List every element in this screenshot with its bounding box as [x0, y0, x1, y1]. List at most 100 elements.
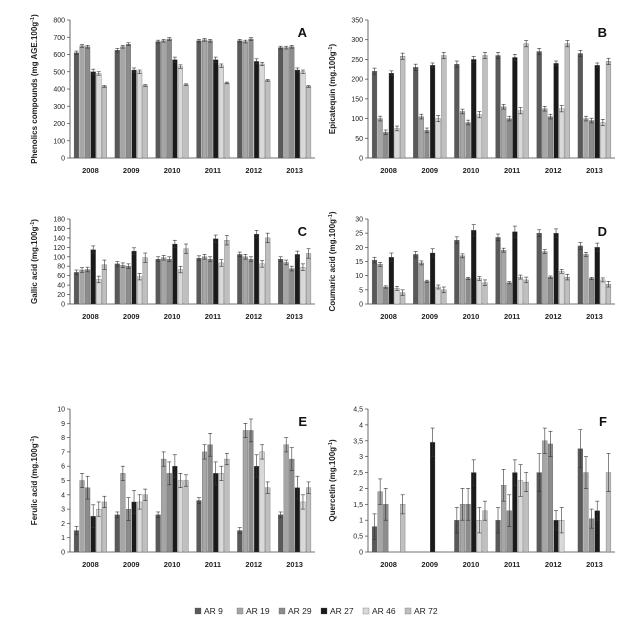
bar-ar46	[218, 65, 224, 159]
bar-ar29	[248, 38, 254, 159]
x-category-label: 2011	[205, 312, 221, 321]
bar-ar29	[248, 258, 254, 305]
y-tick-label: 80	[57, 264, 65, 271]
bar-ar27	[471, 230, 477, 305]
y-tick-label: 20	[355, 245, 363, 252]
bar-ar29	[166, 473, 172, 553]
bar-ar9	[196, 258, 202, 305]
x-category-label: 2012	[245, 560, 262, 569]
panel-label: E	[298, 414, 307, 429]
bar-ar27	[172, 59, 178, 159]
bar-ar9	[114, 514, 120, 553]
bar-ar9	[495, 55, 501, 159]
legend-swatch	[404, 607, 412, 615]
bar-ar72	[441, 55, 447, 159]
bar-ar19	[418, 116, 424, 159]
bar-ar72	[183, 84, 189, 159]
bar-ar19	[161, 257, 167, 305]
bar-ar9	[155, 258, 161, 305]
legend-label: AR 72	[414, 606, 438, 616]
bar-ar27	[294, 69, 300, 159]
bar-ar27	[429, 65, 436, 159]
bar-ar46	[137, 71, 143, 159]
y-tick-label: 10	[355, 273, 363, 280]
y-tick-label: 120	[53, 245, 65, 252]
y-tick-label: 25	[355, 231, 363, 238]
y-tick-label: 160	[53, 226, 65, 233]
y-tick-label: 0	[61, 156, 65, 163]
x-category-label: 2013	[286, 166, 303, 175]
y-tick-label: 2,5	[353, 470, 363, 477]
y-tick-label: 140	[53, 235, 65, 242]
x-category-label: 2010	[463, 560, 480, 569]
bar-ar9	[577, 245, 583, 305]
y-tick-label: 40	[57, 283, 65, 290]
bar-ar19	[583, 254, 589, 305]
x-category-label: 2013	[586, 312, 603, 321]
bar-ar19	[501, 250, 507, 305]
bar-ar9	[73, 272, 80, 305]
bar-ar27	[253, 466, 260, 553]
x-category-label: 2012	[545, 166, 562, 175]
bar-ar29	[547, 443, 553, 553]
y-tick-label: 6	[61, 464, 65, 471]
bar-ar19	[161, 40, 167, 159]
bar-ar27	[172, 466, 178, 553]
x-category-label: 2009	[123, 312, 140, 321]
x-category-label: 2011	[205, 166, 221, 175]
y-tick-label: 0	[359, 302, 363, 309]
x-category-label: 2009	[123, 166, 140, 175]
bar-ar19	[283, 444, 289, 553]
chart-panel-f: 0 0,5 1 1,5 2 2,5 3 3,5 4 4,5 Quercetin (mg.100g-1…	[328, 407, 615, 569]
bar-ar19	[459, 111, 466, 159]
bar-ar29	[125, 266, 131, 305]
bar-ar9	[278, 514, 284, 553]
bar-ar29	[383, 286, 389, 305]
bar-ar29	[207, 40, 213, 159]
bar-ar27	[429, 252, 436, 305]
bar-ar72	[142, 257, 148, 305]
bar-ar29	[589, 120, 595, 159]
bar-ar29	[166, 258, 172, 305]
y-tick-label: 100	[53, 254, 65, 261]
bar-ar19	[161, 458, 167, 553]
bar-ar72	[523, 43, 529, 159]
legend-label: AR 19	[246, 606, 270, 616]
legend-swatch	[362, 607, 370, 615]
bar-ar9	[413, 67, 419, 159]
y-axis-title: Gallic acid (mg.100g-1)	[30, 219, 39, 304]
y-tick-label: 300	[351, 37, 363, 44]
bar-ar29	[289, 46, 295, 159]
bar-ar27	[429, 442, 436, 553]
bar-ar19	[242, 430, 248, 553]
bar-ar46	[137, 501, 143, 553]
bar-ar19	[418, 262, 424, 305]
y-axis-title: Epicatequin (mg.100g-1)	[328, 44, 337, 135]
y-tick-label: 100	[53, 138, 65, 145]
bar-ar29	[383, 132, 389, 159]
legend-swatch	[320, 607, 328, 615]
bar-ar29	[547, 116, 553, 159]
y-tick-label: 0	[61, 550, 65, 557]
bar-ar72	[142, 85, 148, 159]
y-tick-label: 3	[61, 507, 65, 514]
y-tick-label: 0	[359, 550, 363, 557]
y-tick-label: 15	[355, 259, 363, 266]
bar-ar27	[553, 233, 559, 305]
bar-ar9	[371, 259, 378, 305]
bar-ar46	[96, 279, 102, 305]
bar-ar29	[506, 118, 512, 159]
y-axis-title: Ferulic acid (mg.100g-1)	[30, 435, 39, 525]
bar-ar46	[177, 480, 183, 553]
bar-ar46	[394, 288, 400, 305]
bar-ar9	[278, 258, 284, 305]
bar-ar72	[142, 494, 148, 553]
x-category-label: 2010	[463, 312, 480, 321]
x-category-label: 2010	[463, 166, 480, 175]
y-tick-label: 0,5	[353, 534, 363, 541]
bar-ar29	[207, 444, 213, 553]
bar-ar9	[237, 40, 243, 159]
y-tick-label: 4	[359, 422, 363, 429]
y-tick-label: 600	[53, 52, 65, 59]
bar-ar27	[172, 243, 178, 305]
